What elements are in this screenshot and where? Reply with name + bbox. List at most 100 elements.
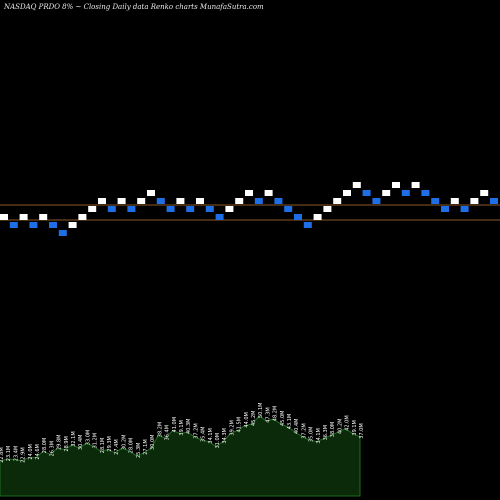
volume-label: 30.2M bbox=[121, 435, 127, 450]
volume-labels: 22.8M 23.1M 23.4M 22.9M 24.0M 24.6M 28.0M 26.3M… bbox=[0, 403, 365, 463]
volume-label: 25.3M bbox=[136, 443, 142, 458]
volume-label: 45.0M bbox=[280, 411, 286, 426]
renko-brick bbox=[0, 214, 8, 220]
volume-label: 45.2M bbox=[251, 411, 257, 426]
renko-brick bbox=[392, 182, 400, 188]
volume-label: 34.1M bbox=[208, 428, 214, 443]
renko-brick bbox=[431, 198, 440, 204]
volume-label: 26.3M bbox=[49, 441, 55, 456]
renko-brick bbox=[343, 190, 351, 196]
renko-brick bbox=[137, 198, 146, 204]
renko-brick bbox=[78, 214, 87, 220]
renko-brick bbox=[29, 222, 38, 228]
volume-label: 24.6M bbox=[35, 444, 41, 459]
renko-brick bbox=[441, 206, 449, 212]
volume-label: 50.1M bbox=[258, 403, 264, 418]
volume-label: 32.1M bbox=[71, 431, 77, 446]
renko-brick bbox=[147, 190, 155, 196]
volume-label: 39.1M bbox=[179, 420, 185, 435]
volume-label: 31.2M bbox=[93, 433, 99, 448]
volume-label: 29.8M bbox=[57, 435, 63, 450]
volume-label: 43.1M bbox=[287, 414, 293, 429]
renko-brick bbox=[254, 198, 263, 204]
renko-brick bbox=[274, 198, 283, 204]
renko-brick bbox=[294, 214, 302, 220]
volume-label: 23.1M bbox=[6, 446, 12, 461]
renko-brick bbox=[58, 230, 67, 236]
renko-brick bbox=[460, 206, 469, 212]
volume-label: 38.2M bbox=[157, 422, 163, 437]
volume-label: 27.1M bbox=[143, 439, 149, 454]
volume-label: 40.2M bbox=[337, 419, 343, 434]
volume-label: 40.4M bbox=[294, 419, 300, 434]
volume-label: 35.0M bbox=[309, 427, 315, 442]
renko-brick bbox=[372, 198, 381, 204]
renko-brick bbox=[470, 198, 479, 204]
renko-brick bbox=[352, 182, 361, 188]
renko-brick bbox=[264, 190, 273, 196]
volume-label: 42.0M bbox=[345, 415, 351, 430]
volume-label: 36.4M bbox=[165, 425, 171, 440]
renko-brick bbox=[186, 206, 195, 212]
renko-brick bbox=[19, 214, 28, 220]
volume-label: 28.1M bbox=[100, 438, 106, 453]
renko-brick bbox=[333, 198, 342, 204]
renko-brick bbox=[490, 198, 498, 204]
volume-label: 22.8M bbox=[0, 447, 5, 462]
renko-brick bbox=[362, 190, 371, 196]
volume-label: 30.0M bbox=[150, 435, 156, 450]
volume-label: 37.2M bbox=[301, 423, 307, 438]
volume-label: 28.0M bbox=[42, 438, 48, 453]
chart-header: NASDAQ PRDO 8% ~ Closing Daily data Renk… bbox=[4, 3, 264, 11]
renko-brick bbox=[235, 198, 244, 204]
renko-brick bbox=[107, 206, 116, 212]
renko-brick bbox=[411, 182, 420, 188]
renko-brick bbox=[49, 222, 57, 228]
volume-label: 35.4M bbox=[201, 427, 207, 442]
renko-brick bbox=[245, 190, 253, 196]
renko-brick bbox=[127, 206, 136, 212]
volume-label: 29.3M bbox=[107, 436, 113, 451]
renko-brick bbox=[313, 214, 322, 220]
volume-label: 34.1M bbox=[316, 428, 322, 443]
renko-brick bbox=[88, 206, 97, 212]
volume-area-path bbox=[0, 415, 361, 497]
renko-brick bbox=[9, 222, 18, 228]
volume-label: 27.4M bbox=[114, 439, 120, 454]
renko-brick bbox=[215, 214, 224, 220]
renko-brick bbox=[39, 214, 48, 220]
volume-label: 22.9M bbox=[21, 447, 27, 462]
volume-label: 24.0M bbox=[28, 444, 34, 459]
volume-label: 37.0M bbox=[359, 423, 365, 438]
renko-brick bbox=[382, 190, 391, 196]
renko-brick bbox=[176, 198, 185, 204]
volume-label: 41.0M bbox=[172, 417, 178, 432]
renko-brick bbox=[450, 198, 459, 204]
volume-label: 31.0M bbox=[215, 433, 221, 448]
renko-brick bbox=[284, 206, 293, 212]
volume-label: 40.3M bbox=[186, 419, 192, 434]
volume-label: 39.2M bbox=[229, 420, 235, 435]
volume-label: 23.4M bbox=[13, 446, 19, 461]
volume-label: 37.2M bbox=[193, 423, 199, 438]
renko-brick bbox=[303, 222, 312, 228]
renko-brick bbox=[68, 222, 77, 228]
volume-label: 34.3M bbox=[222, 428, 228, 443]
renko-brick bbox=[480, 190, 489, 196]
renko-brick bbox=[98, 198, 106, 204]
renko-brick bbox=[196, 198, 204, 204]
volume-label: 30.4M bbox=[78, 435, 84, 450]
renko-brick bbox=[225, 206, 234, 212]
volume-label: 28.0M bbox=[129, 438, 135, 453]
renko-brick bbox=[166, 206, 175, 212]
volume-label: 33.0M bbox=[85, 430, 91, 445]
renko-brick bbox=[421, 190, 430, 196]
renko-brick bbox=[323, 206, 332, 212]
volume-label: 36.3M bbox=[323, 425, 329, 440]
renko-brick bbox=[205, 206, 214, 212]
volume-label: 41.5M bbox=[237, 417, 243, 432]
renko-brick bbox=[117, 198, 126, 204]
renko-bricks bbox=[0, 182, 498, 236]
reference-lines bbox=[0, 204, 500, 221]
